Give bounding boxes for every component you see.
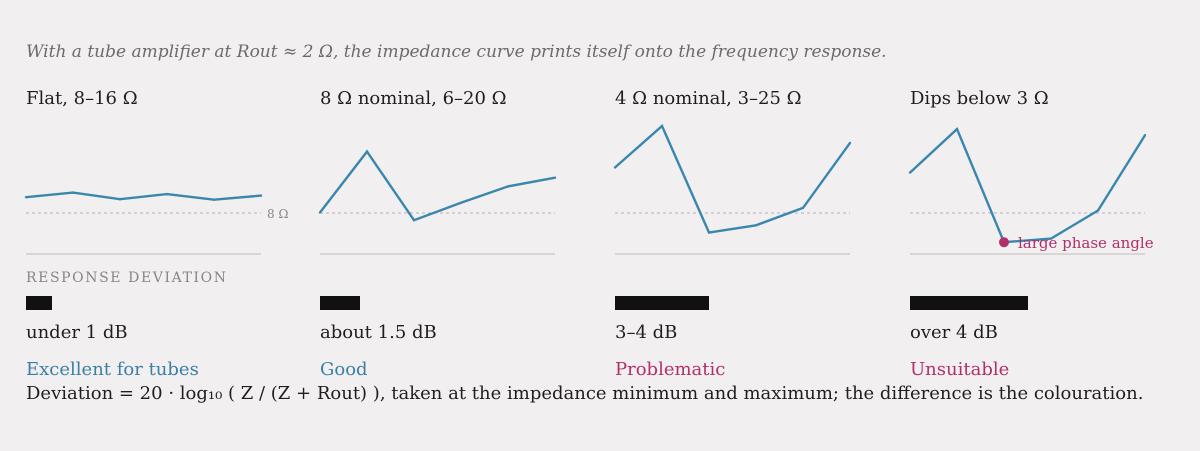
impedance-point (613, 166, 617, 169)
intro-caption: With a tube amplifier at Rout ≈ 2 Ω, the… (26, 42, 887, 62)
impedance-point (754, 224, 758, 227)
panel-title: 4 Ω nominal, 3–25 Ω (615, 88, 802, 109)
impedance-point (259, 194, 263, 197)
deviation-value: about 1.5 dB (320, 322, 437, 343)
impedance-point (553, 176, 557, 179)
panel-8ohm: 8 Ω nominal, 6–20 Ω about 1.5 dB Good (318, 0, 580, 451)
impedance-point (459, 201, 463, 204)
impedance-plot: 8 Ω (24, 191, 288, 255)
verdict-label: Problematic (615, 359, 726, 380)
impedance-point (1096, 209, 1100, 212)
panel-title: Flat, 8–16 Ω (26, 88, 138, 109)
impedance-plot (318, 149, 557, 255)
deviation-value: over 4 dB (910, 322, 998, 343)
deviation-bar (320, 296, 361, 310)
reference-label: 8 Ω (267, 207, 288, 221)
impedance-point (212, 198, 216, 201)
impedance-point (955, 127, 959, 131)
deviation-bar (615, 296, 710, 310)
impedance-point (908, 171, 912, 174)
impedance-curve (25, 191, 262, 201)
deviation-bar (26, 296, 52, 310)
annotation-label: large phase angle (1018, 234, 1154, 252)
impedance-curve (614, 124, 851, 234)
verdict-label: Excellent for tubes (26, 359, 199, 380)
impedance-point (165, 192, 169, 196)
impedance-curve (319, 149, 556, 222)
panel-4ohm: 4 Ω nominal, 3–25 Ω 3–4 dB Problematic (613, 0, 875, 451)
deviation-value: 3–4 dB (615, 322, 678, 343)
impedance-point (118, 198, 122, 201)
impedance-curve (909, 127, 1147, 244)
panel-flat: Flat, 8–16 Ω 8 Ω under 1 dB Excellent fo… (24, 0, 288, 451)
panel-title: 8 Ω nominal, 6–20 Ω (320, 88, 507, 109)
panel-title: Dips below 3 Ω (910, 88, 1049, 109)
impedance-point (318, 211, 322, 214)
impedance-point (24, 195, 28, 199)
impedance-point (71, 191, 75, 194)
deviation-bar (910, 296, 1028, 310)
impedance-point (848, 141, 852, 145)
impedance-plot (613, 124, 852, 255)
impedance-point (1143, 134, 1147, 137)
impedance-point (707, 231, 711, 234)
impedance-plot: large phase angle (908, 127, 1154, 255)
verdict-label: Unsuitable (910, 359, 1010, 380)
impedance-point (801, 206, 805, 210)
impedance-point (365, 150, 369, 153)
impedance-point (506, 185, 510, 188)
annotation-marker (999, 237, 1009, 248)
panel-dips: Dips below 3 Ω large phase angle over 4 … (908, 0, 1170, 451)
response-deviation-heading: RESPONSE DEVIATION (26, 270, 228, 286)
deviation-value: under 1 dB (26, 322, 128, 343)
impedance-point (660, 124, 664, 128)
impedance-point (1049, 237, 1053, 240)
impedance-point (412, 219, 416, 222)
verdict-label: Good (320, 359, 368, 380)
formula-note: Deviation = 20 · log₁₀ ( Z / (Z + Rout) … (26, 383, 1144, 404)
